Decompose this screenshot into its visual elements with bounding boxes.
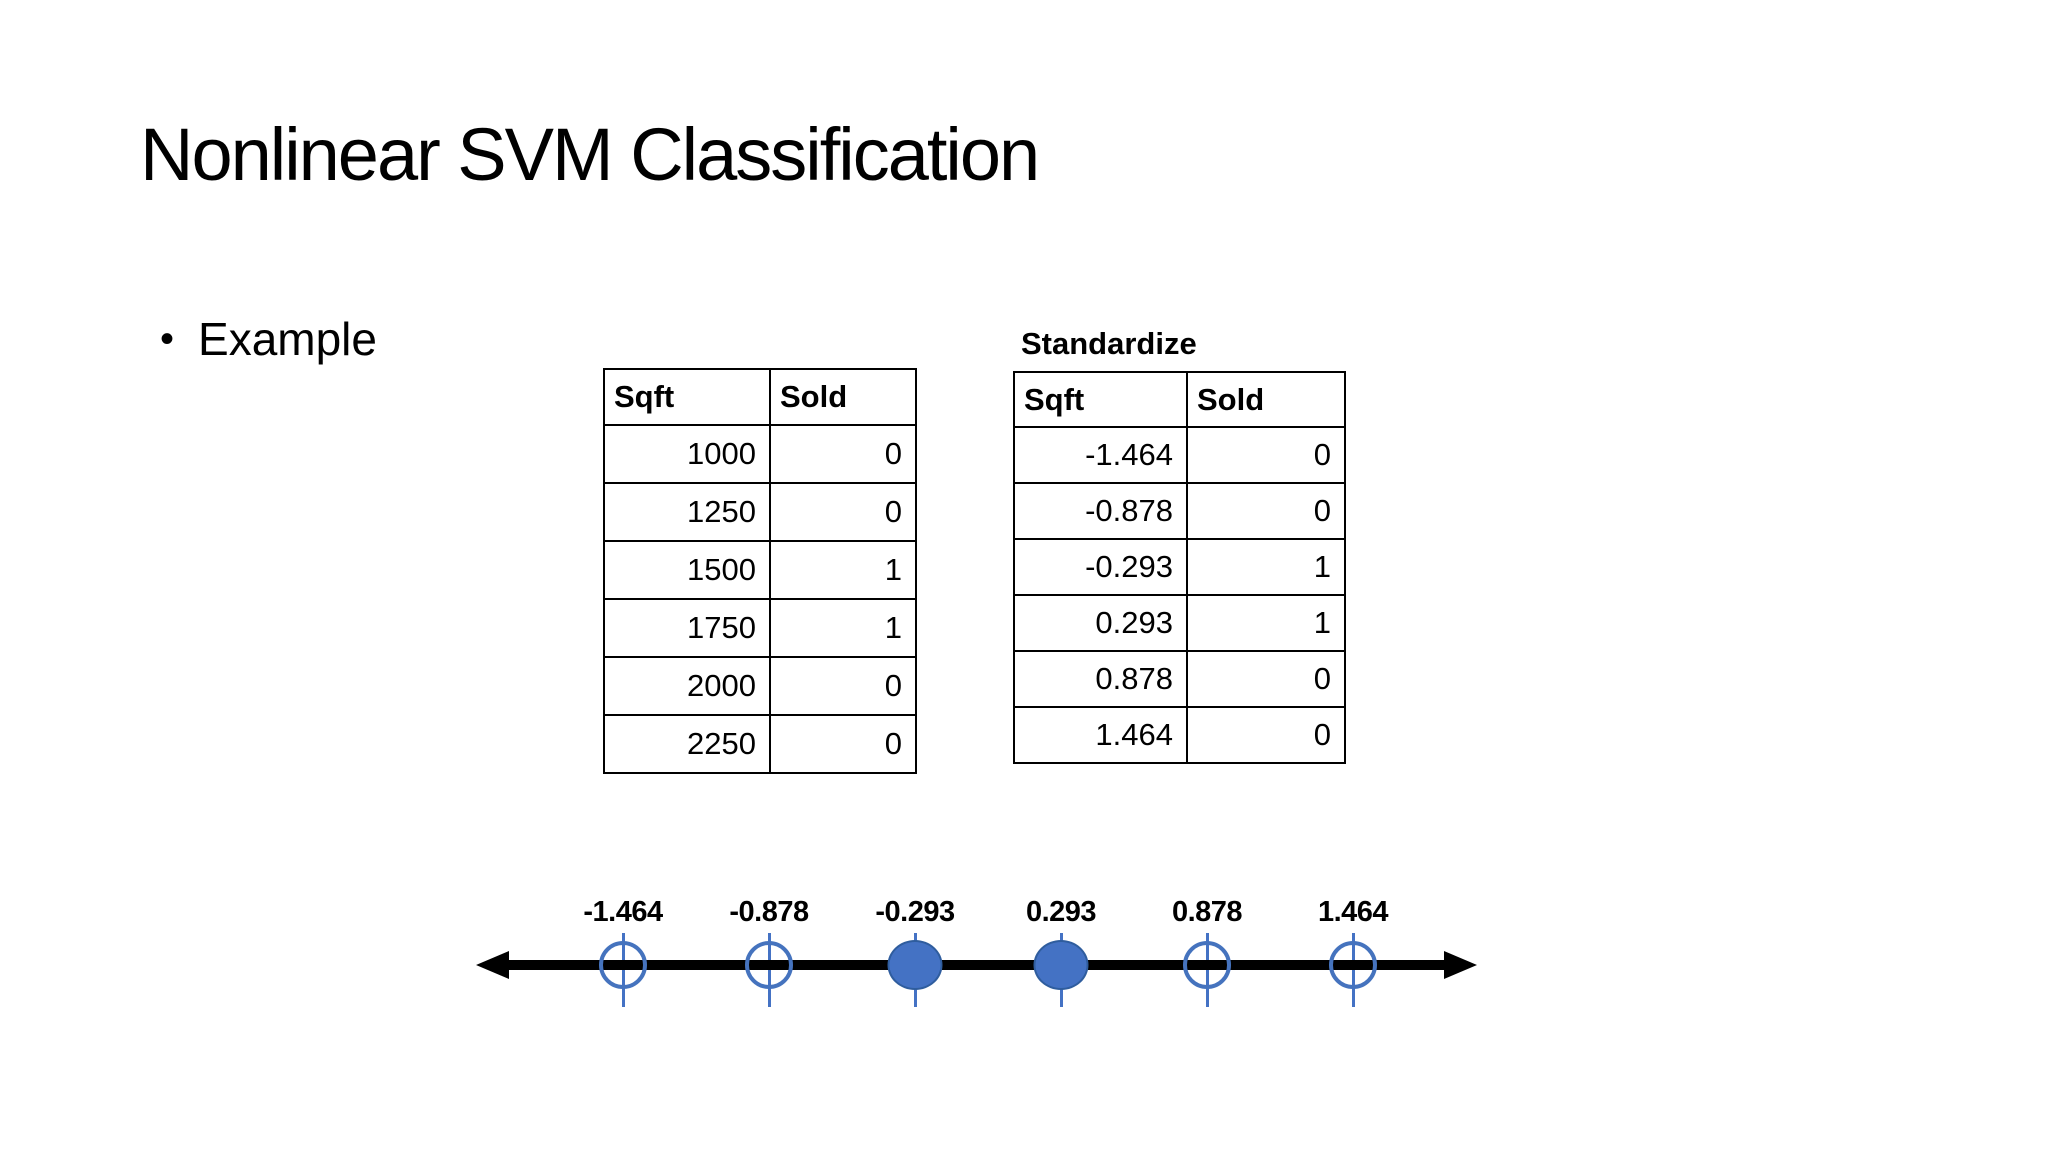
- cell-sqft: 1750: [603, 598, 771, 658]
- cell-sold: 0: [769, 656, 917, 716]
- cell-sold: 0: [1186, 706, 1346, 764]
- cell-sqft: 1250: [603, 482, 771, 542]
- data-point-circle-icon: [1329, 941, 1377, 989]
- cell-sqft: 0.878: [1013, 650, 1188, 708]
- cell-sqft: 1500: [603, 540, 771, 600]
- raw-data-table: Sqft Sold 1000 0 1250 0 1500 1 1750 1 20: [603, 368, 917, 774]
- cell-sqft: 2250: [603, 714, 771, 774]
- cell-sqft: 2000: [603, 656, 771, 716]
- bullet-item-example: • Example: [160, 312, 377, 366]
- cell-sold: 1: [1186, 538, 1346, 596]
- axis-point-label: 0.293: [1025, 896, 1097, 928]
- data-point-circle-icon: [745, 941, 793, 989]
- table-row: 1250 0: [603, 482, 917, 542]
- table-row: 1000 0: [603, 424, 917, 484]
- table-row: 0.878 0: [1013, 650, 1346, 708]
- table-row: 0.293 1: [1013, 594, 1346, 652]
- cell-sqft: -1.464: [1013, 426, 1188, 484]
- table-row: 1500 1: [603, 540, 917, 600]
- header-sqft: Sqft: [603, 368, 771, 426]
- standardized-data-table: Sqft Sold -1.464 0 -0.878 0 -0.293 1 0.2…: [1013, 371, 1346, 764]
- data-point-circle-icon: [887, 940, 943, 990]
- axis-line: [500, 960, 1450, 970]
- table-row: 1750 1: [603, 598, 917, 658]
- cell-sold: 0: [1186, 482, 1346, 540]
- cell-sqft: 0.293: [1013, 594, 1188, 652]
- axis-point-label: -0.293: [875, 896, 955, 928]
- axis-arrow-right-icon: [1444, 951, 1477, 979]
- cell-sold: 0: [769, 482, 917, 542]
- cell-sold: 1: [769, 540, 917, 600]
- table-row: -0.878 0: [1013, 482, 1346, 540]
- axis-point-label: -0.878: [729, 896, 809, 928]
- table-row: -1.464 0: [1013, 426, 1346, 484]
- cell-sold: 0: [769, 714, 917, 774]
- cell-sold: 0: [1186, 650, 1346, 708]
- bullet-label: Example: [198, 313, 377, 365]
- cell-sqft: -0.878: [1013, 482, 1188, 540]
- page-title: Nonlinear SVM Classification: [140, 113, 1040, 196]
- cell-sold: 0: [769, 424, 917, 484]
- header-sold: Sold: [1186, 371, 1346, 428]
- table-header-row: Sqft Sold: [603, 368, 917, 426]
- table-row: 2000 0: [603, 656, 917, 716]
- axis-point-label: 0.878: [1171, 896, 1243, 928]
- axis-point-label: 1.464: [1317, 896, 1389, 928]
- axis-point-label: -1.464: [583, 896, 663, 928]
- cell-sqft: 1.464: [1013, 706, 1188, 764]
- axis-arrow-left-icon: [476, 951, 509, 979]
- standardize-label: Standardize: [1021, 326, 1197, 361]
- bullet-icon: •: [160, 317, 175, 361]
- cell-sqft: 1000: [603, 424, 771, 484]
- table-row: -0.293 1: [1013, 538, 1346, 596]
- header-sold: Sold: [769, 368, 917, 426]
- table-row: 1.464 0: [1013, 706, 1346, 764]
- cell-sold: 1: [769, 598, 917, 658]
- cell-sold: 0: [1186, 426, 1346, 484]
- data-point-circle-icon: [599, 941, 647, 989]
- table-row: 2250 0: [603, 714, 917, 774]
- cell-sold: 1: [1186, 594, 1346, 652]
- header-sqft: Sqft: [1013, 371, 1188, 428]
- table-header-row: Sqft Sold: [1013, 371, 1346, 428]
- cell-sqft: -0.293: [1013, 538, 1188, 596]
- data-point-circle-icon: [1033, 940, 1089, 990]
- data-point-circle-icon: [1183, 941, 1231, 989]
